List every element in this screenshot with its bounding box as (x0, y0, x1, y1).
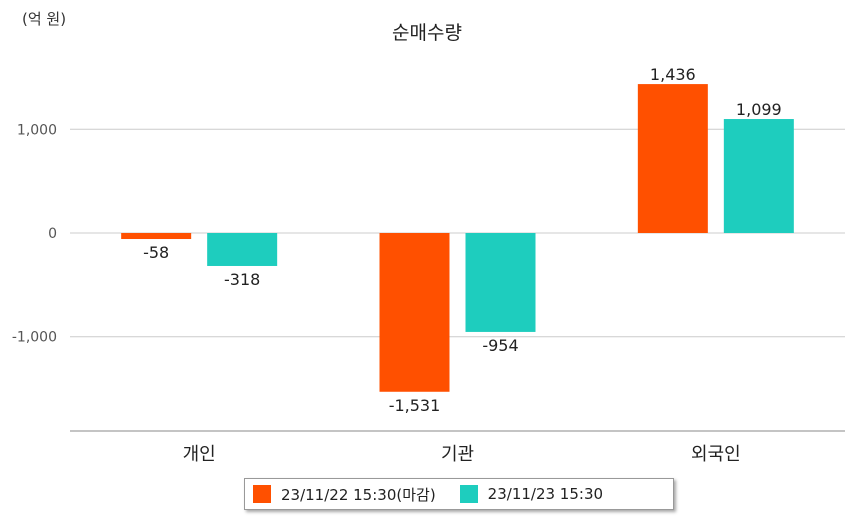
legend-label-series-1: 23/11/22 15:30(마감) (281, 485, 436, 504)
legend-swatch-series-1 (253, 485, 271, 503)
y-tick-label: -1,000 (12, 330, 57, 346)
x-tick-label: 외국인 (691, 444, 741, 465)
y-tick-label: 1,000 (17, 122, 57, 138)
bar (121, 233, 192, 240)
legend-label-series-2: 23/11/23 15:30 (487, 485, 604, 503)
legend-item-series-1[interactable]: 23/11/22 15:30(마감) (253, 484, 436, 505)
x-tick-label: 개인 (183, 444, 216, 465)
x-tick-label: 기관 (441, 444, 474, 465)
legend: 23/11/22 15:30(마감) 23/11/23 15:30 (244, 478, 674, 510)
bar (465, 233, 536, 332)
y-tick-label: 0 (48, 226, 57, 242)
data-label: -58 (143, 243, 169, 262)
data-label: 1,099 (736, 100, 782, 119)
data-label: -318 (224, 270, 260, 289)
bar (637, 84, 708, 234)
bar (723, 119, 794, 233)
bar (379, 233, 450, 392)
legend-swatch-series-2 (459, 485, 478, 503)
chart-title: 순매수량 (392, 22, 462, 44)
legend-item-series-2[interactable]: 23/11/23 15:30 (459, 485, 604, 503)
unit-label: (억 원) (22, 10, 67, 28)
data-label: 1,436 (650, 65, 696, 84)
data-label: -1,531 (389, 396, 441, 415)
data-label: -954 (482, 336, 518, 355)
bar (207, 233, 278, 266)
